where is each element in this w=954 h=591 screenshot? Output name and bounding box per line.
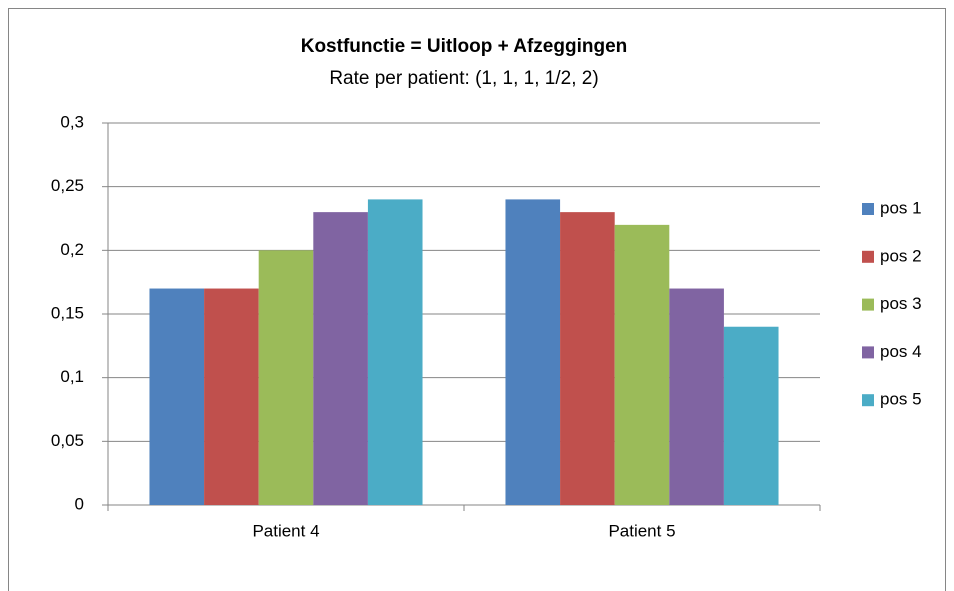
bar: [614, 224, 670, 505]
chart-title: Kostfunctie = Uitloop + Afzeggingen: [301, 36, 628, 57]
legend-label: pos 1: [880, 198, 922, 217]
bar: [313, 212, 368, 505]
bar: [669, 288, 724, 505]
bar: [723, 326, 779, 505]
bar: [149, 288, 205, 505]
y-tick-label: 0,1: [60, 367, 84, 386]
legend-swatch: [862, 250, 874, 263]
legend-label: pos 3: [880, 294, 922, 313]
legend-label: pos 2: [880, 246, 922, 265]
bar: [505, 199, 561, 505]
y-tick-label: 0,3: [60, 112, 84, 131]
x-tick-label: Patient 5: [608, 521, 675, 540]
legend-label: pos 5: [880, 390, 922, 409]
bar: [367, 199, 423, 505]
y-tick-label: 0: [75, 494, 84, 513]
legend-swatch: [862, 203, 874, 215]
chart-border: [8, 8, 946, 591]
legend-swatch: [862, 346, 874, 359]
y-tick-label: 0,25: [51, 176, 84, 195]
y-tick-label: 0,15: [51, 303, 84, 322]
y-tick-label: 0,2: [60, 240, 84, 259]
chart-subtitle: Rate per patient: (1, 1, 1, 1/2, 2): [329, 68, 598, 89]
legend-swatch: [862, 394, 874, 407]
legend-swatch: [862, 298, 874, 311]
bar: [560, 212, 615, 505]
legend-label: pos 4: [880, 342, 922, 361]
x-tick-label: Patient 4: [252, 521, 319, 540]
bar: [258, 250, 314, 505]
bar: [204, 288, 259, 505]
y-tick-label: 0,05: [51, 431, 84, 450]
